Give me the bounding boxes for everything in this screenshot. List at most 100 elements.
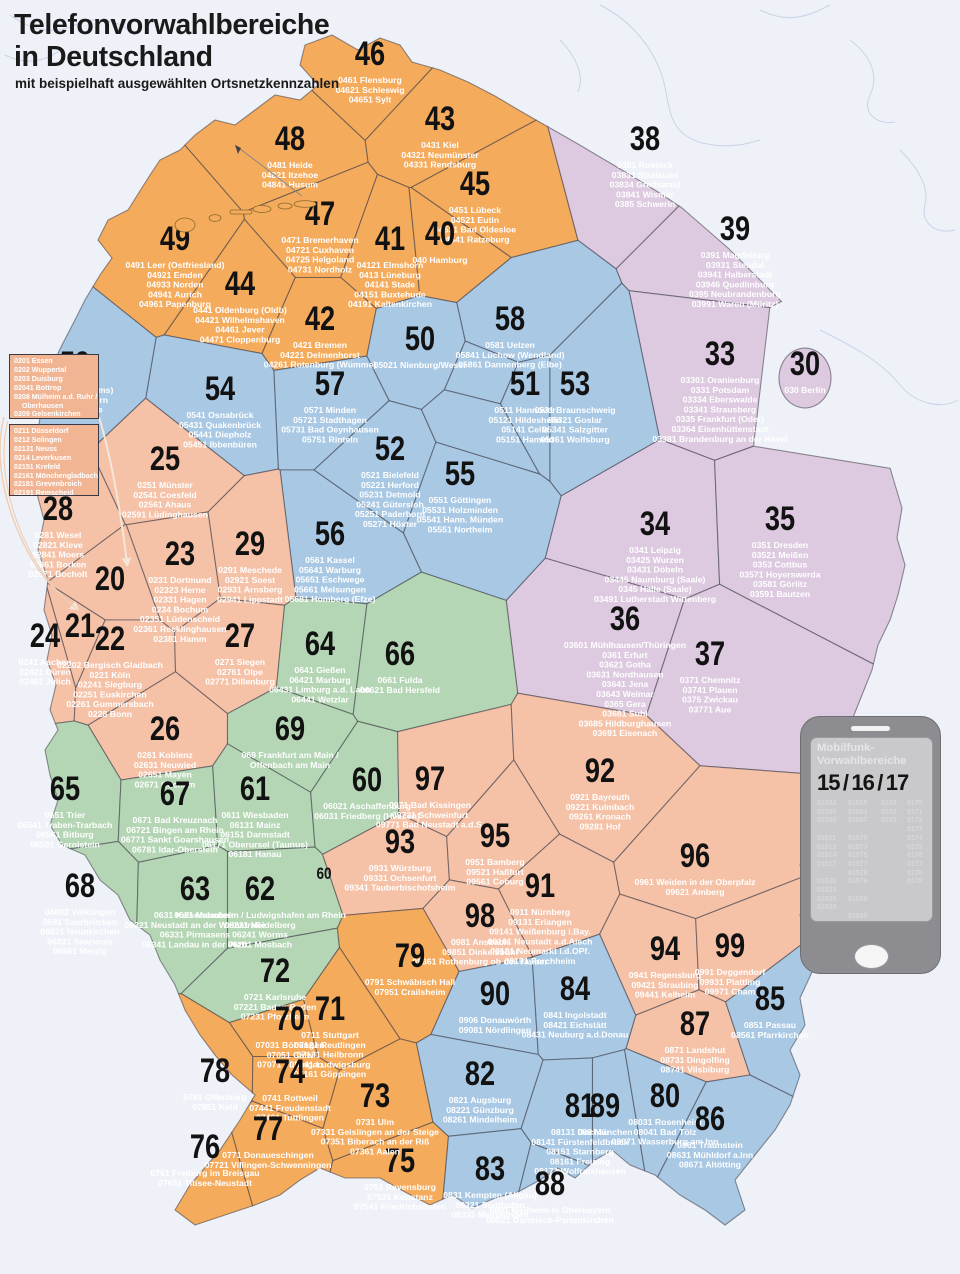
svg-text:09331 Ochsenfurt: 09331 Ochsenfurt <box>364 873 437 883</box>
svg-text:0261 Koblenz: 0261 Koblenz <box>137 750 193 760</box>
svg-text:06151 Darmstadt: 06151 Darmstadt <box>220 830 290 840</box>
svg-text:0731 Ulm: 0731 Ulm <box>356 1117 394 1127</box>
svg-text:45: 45 <box>460 164 490 203</box>
svg-text:03381 Brandenburg an der Havel: 03381 Brandenburg an der Havel <box>652 434 787 444</box>
svg-text:03521 Meißen: 03521 Meißen <box>752 550 809 560</box>
svg-text:02461 Jülich: 02461 Jülich <box>19 677 71 687</box>
svg-text:21: 21 <box>65 606 95 645</box>
svg-text:0841 Ingolstadt: 0841 Ingolstadt <box>543 1010 606 1020</box>
svg-text:06621 Bad Hersfeld: 06621 Bad Hersfeld <box>360 685 440 695</box>
svg-text:09281 Hof: 09281 Hof <box>579 821 620 831</box>
svg-text:04471 Cloppenburg: 04471 Cloppenburg <box>200 334 281 344</box>
svg-text:57: 57 <box>315 364 345 403</box>
svg-text:03941 Halberstadt: 03941 Halberstadt <box>698 270 772 280</box>
svg-text:069 Frankfurt am Main /: 069 Frankfurt am Main / <box>241 750 339 760</box>
svg-text:0221 Köln: 0221 Köln <box>89 670 130 680</box>
svg-text:02941 Lippstadt: 02941 Lippstadt <box>217 594 283 604</box>
svg-text:0375 Zwickau: 0375 Zwickau <box>682 695 738 705</box>
svg-text:05021 Nienburg/Weser: 05021 Nienburg/Weser <box>373 360 467 370</box>
svg-text:72: 72 <box>260 951 290 990</box>
svg-text:02361 Recklinghausen: 02361 Recklinghausen <box>133 624 226 634</box>
svg-text:02331 Hagen: 02331 Hagen <box>153 595 206 605</box>
svg-text:09931 Plattling: 09931 Plattling <box>700 977 761 987</box>
svg-text:42: 42 <box>305 299 335 338</box>
svg-text:03621 Gotha: 03621 Gotha <box>599 660 651 670</box>
svg-text:06421 Marburg: 06421 Marburg <box>289 675 350 685</box>
svg-text:05551 Northeim: 05551 Northeim <box>428 524 493 534</box>
svg-text:08671 Altötting: 08671 Altötting <box>679 1160 741 1170</box>
svg-text:51: 51 <box>510 364 540 403</box>
svg-text:05721 Stadthagen: 05721 Stadthagen <box>293 415 367 425</box>
svg-text:03741 Plauen: 03741 Plauen <box>682 685 737 695</box>
svg-text:06171 Oberursel (Taunus): 06171 Oberursel (Taunus) <box>202 839 308 849</box>
svg-text:02541 Coesfeld: 02541 Coesfeld <box>133 490 196 500</box>
svg-text:83: 83 <box>475 1149 505 1188</box>
svg-text:09441 Kelheim: 09441 Kelheim <box>635 990 696 1000</box>
svg-text:02241 Siegburg: 02241 Siegburg <box>78 680 142 690</box>
svg-text:07121 Reutlingen: 07121 Reutlingen <box>294 1040 365 1050</box>
svg-text:38: 38 <box>630 119 660 158</box>
svg-text:97: 97 <box>415 759 445 798</box>
svg-text:98: 98 <box>465 896 495 935</box>
svg-text:04721 Cuxhaven: 04721 Cuxhaven <box>286 245 354 255</box>
svg-text:08561 Pfarrkirchen: 08561 Pfarrkirchen <box>731 1030 809 1040</box>
svg-text:74: 74 <box>275 1052 305 1091</box>
svg-text:99: 99 <box>715 926 745 965</box>
svg-text:03631 Nordhausen: 03631 Nordhausen <box>586 669 663 679</box>
svg-text:03834 Greifswald: 03834 Greifswald <box>610 180 681 190</box>
svg-text:04221 Delmenhorst: 04221 Delmenhorst <box>280 350 360 360</box>
svg-text:09081 Nördlingen: 09081 Nördlingen <box>459 1025 531 1035</box>
svg-text:08431 Neuburg a.d.Donau: 08431 Neuburg a.d.Donau <box>522 1030 629 1040</box>
svg-text:04941 Aurich: 04941 Aurich <box>148 289 202 299</box>
svg-text:0441 Oldenburg (Oldb): 0441 Oldenburg (Oldb) <box>193 305 287 315</box>
svg-text:03771 Aue: 03771 Aue <box>689 704 732 714</box>
svg-text:04151 Buxtehude: 04151 Buxtehude <box>354 289 426 299</box>
svg-text:0353 Cottbus: 0353 Cottbus <box>753 560 808 570</box>
svg-text:0611 Wiesbaden: 0611 Wiesbaden <box>221 810 288 820</box>
svg-text:0291 Meschede: 0291 Meschede <box>218 565 282 575</box>
svg-text:0351 Dresden: 0351 Dresden <box>752 540 809 550</box>
svg-text:09861 Rothenburg ob der Tauber: 09861 Rothenburg ob der Tauber <box>412 957 548 967</box>
svg-text:04921 Emden: 04921 Emden <box>147 270 203 280</box>
svg-text:04521 Eutin: 04521 Eutin <box>451 215 499 225</box>
svg-text:24: 24 <box>30 616 60 655</box>
svg-text:040 Hamburg: 040 Hamburg <box>412 255 467 265</box>
svg-text:73: 73 <box>360 1076 390 1115</box>
svg-text:65: 65 <box>50 769 80 808</box>
svg-text:30: 30 <box>790 344 820 383</box>
svg-text:08221 Günzburg: 08221 Günzburg <box>446 1105 514 1115</box>
svg-text:0881 Weilheim in Oberbayern: 0881 Weilheim in Oberbayern <box>489 1205 610 1215</box>
svg-text:0941 Regensburg: 0941 Regensburg <box>629 970 701 980</box>
svg-text:05231 Detmold: 05231 Detmold <box>359 490 420 500</box>
svg-text:05271 Höxter: 05271 Höxter <box>363 519 418 529</box>
svg-text:09421 Straubing: 09421 Straubing <box>631 980 698 990</box>
svg-text:0961 Weiden in der Oberpfalz: 0961 Weiden in der Oberpfalz <box>634 877 756 887</box>
svg-text:05651 Eschwege: 05651 Eschwege <box>295 575 364 585</box>
svg-text:05841 Lüchow (Wendland): 05841 Lüchow (Wendland) <box>456 350 565 360</box>
svg-text:02841 Moers: 02841 Moers <box>32 550 84 560</box>
svg-text:43: 43 <box>425 99 455 138</box>
svg-text:06831 Saarlouis: 06831 Saarlouis <box>47 936 113 946</box>
svg-text:71: 71 <box>315 989 345 1028</box>
svg-text:04321 Neumünster: 04321 Neumünster <box>401 150 479 160</box>
svg-text:04141 Stade: 04141 Stade <box>365 280 415 290</box>
svg-text:27: 27 <box>225 616 255 655</box>
svg-text:0991 Deggendorf: 0991 Deggendorf <box>695 967 766 977</box>
svg-text:20: 20 <box>95 559 125 598</box>
svg-text:03571 Hoyerswerda: 03571 Hoyerswerda <box>739 569 820 579</box>
svg-text:0481 Heide: 0481 Heide <box>267 160 313 170</box>
svg-text:02931 Arnsberg: 02931 Arnsberg <box>218 585 283 595</box>
svg-text:0871 Landshut: 0871 Landshut <box>665 1045 726 1055</box>
svg-text:04731 Nordholz: 04731 Nordholz <box>288 264 353 274</box>
svg-text:06181 Hanau: 06181 Hanau <box>228 849 281 859</box>
svg-text:34: 34 <box>640 504 670 543</box>
svg-text:0791 Schwäbisch Hall: 0791 Schwäbisch Hall <box>365 977 455 987</box>
svg-text:04651 Sylt: 04651 Sylt <box>349 95 392 105</box>
svg-text:0681 Saarbrücken: 0681 Saarbrücken <box>43 917 117 927</box>
svg-text:0331 Potsdam: 0331 Potsdam <box>691 385 750 395</box>
svg-text:0831 Kempten (Allgäu): 0831 Kempten (Allgäu) <box>443 1190 537 1200</box>
svg-text:80: 80 <box>650 1076 680 1115</box>
svg-text:0671 Bad Kreuznach: 0671 Bad Kreuznach <box>133 815 218 825</box>
svg-text:07531 Konstanz: 07531 Konstanz <box>367 1192 433 1202</box>
svg-text:06541 Traben-Trarbach: 06541 Traben-Trarbach <box>18 820 113 830</box>
